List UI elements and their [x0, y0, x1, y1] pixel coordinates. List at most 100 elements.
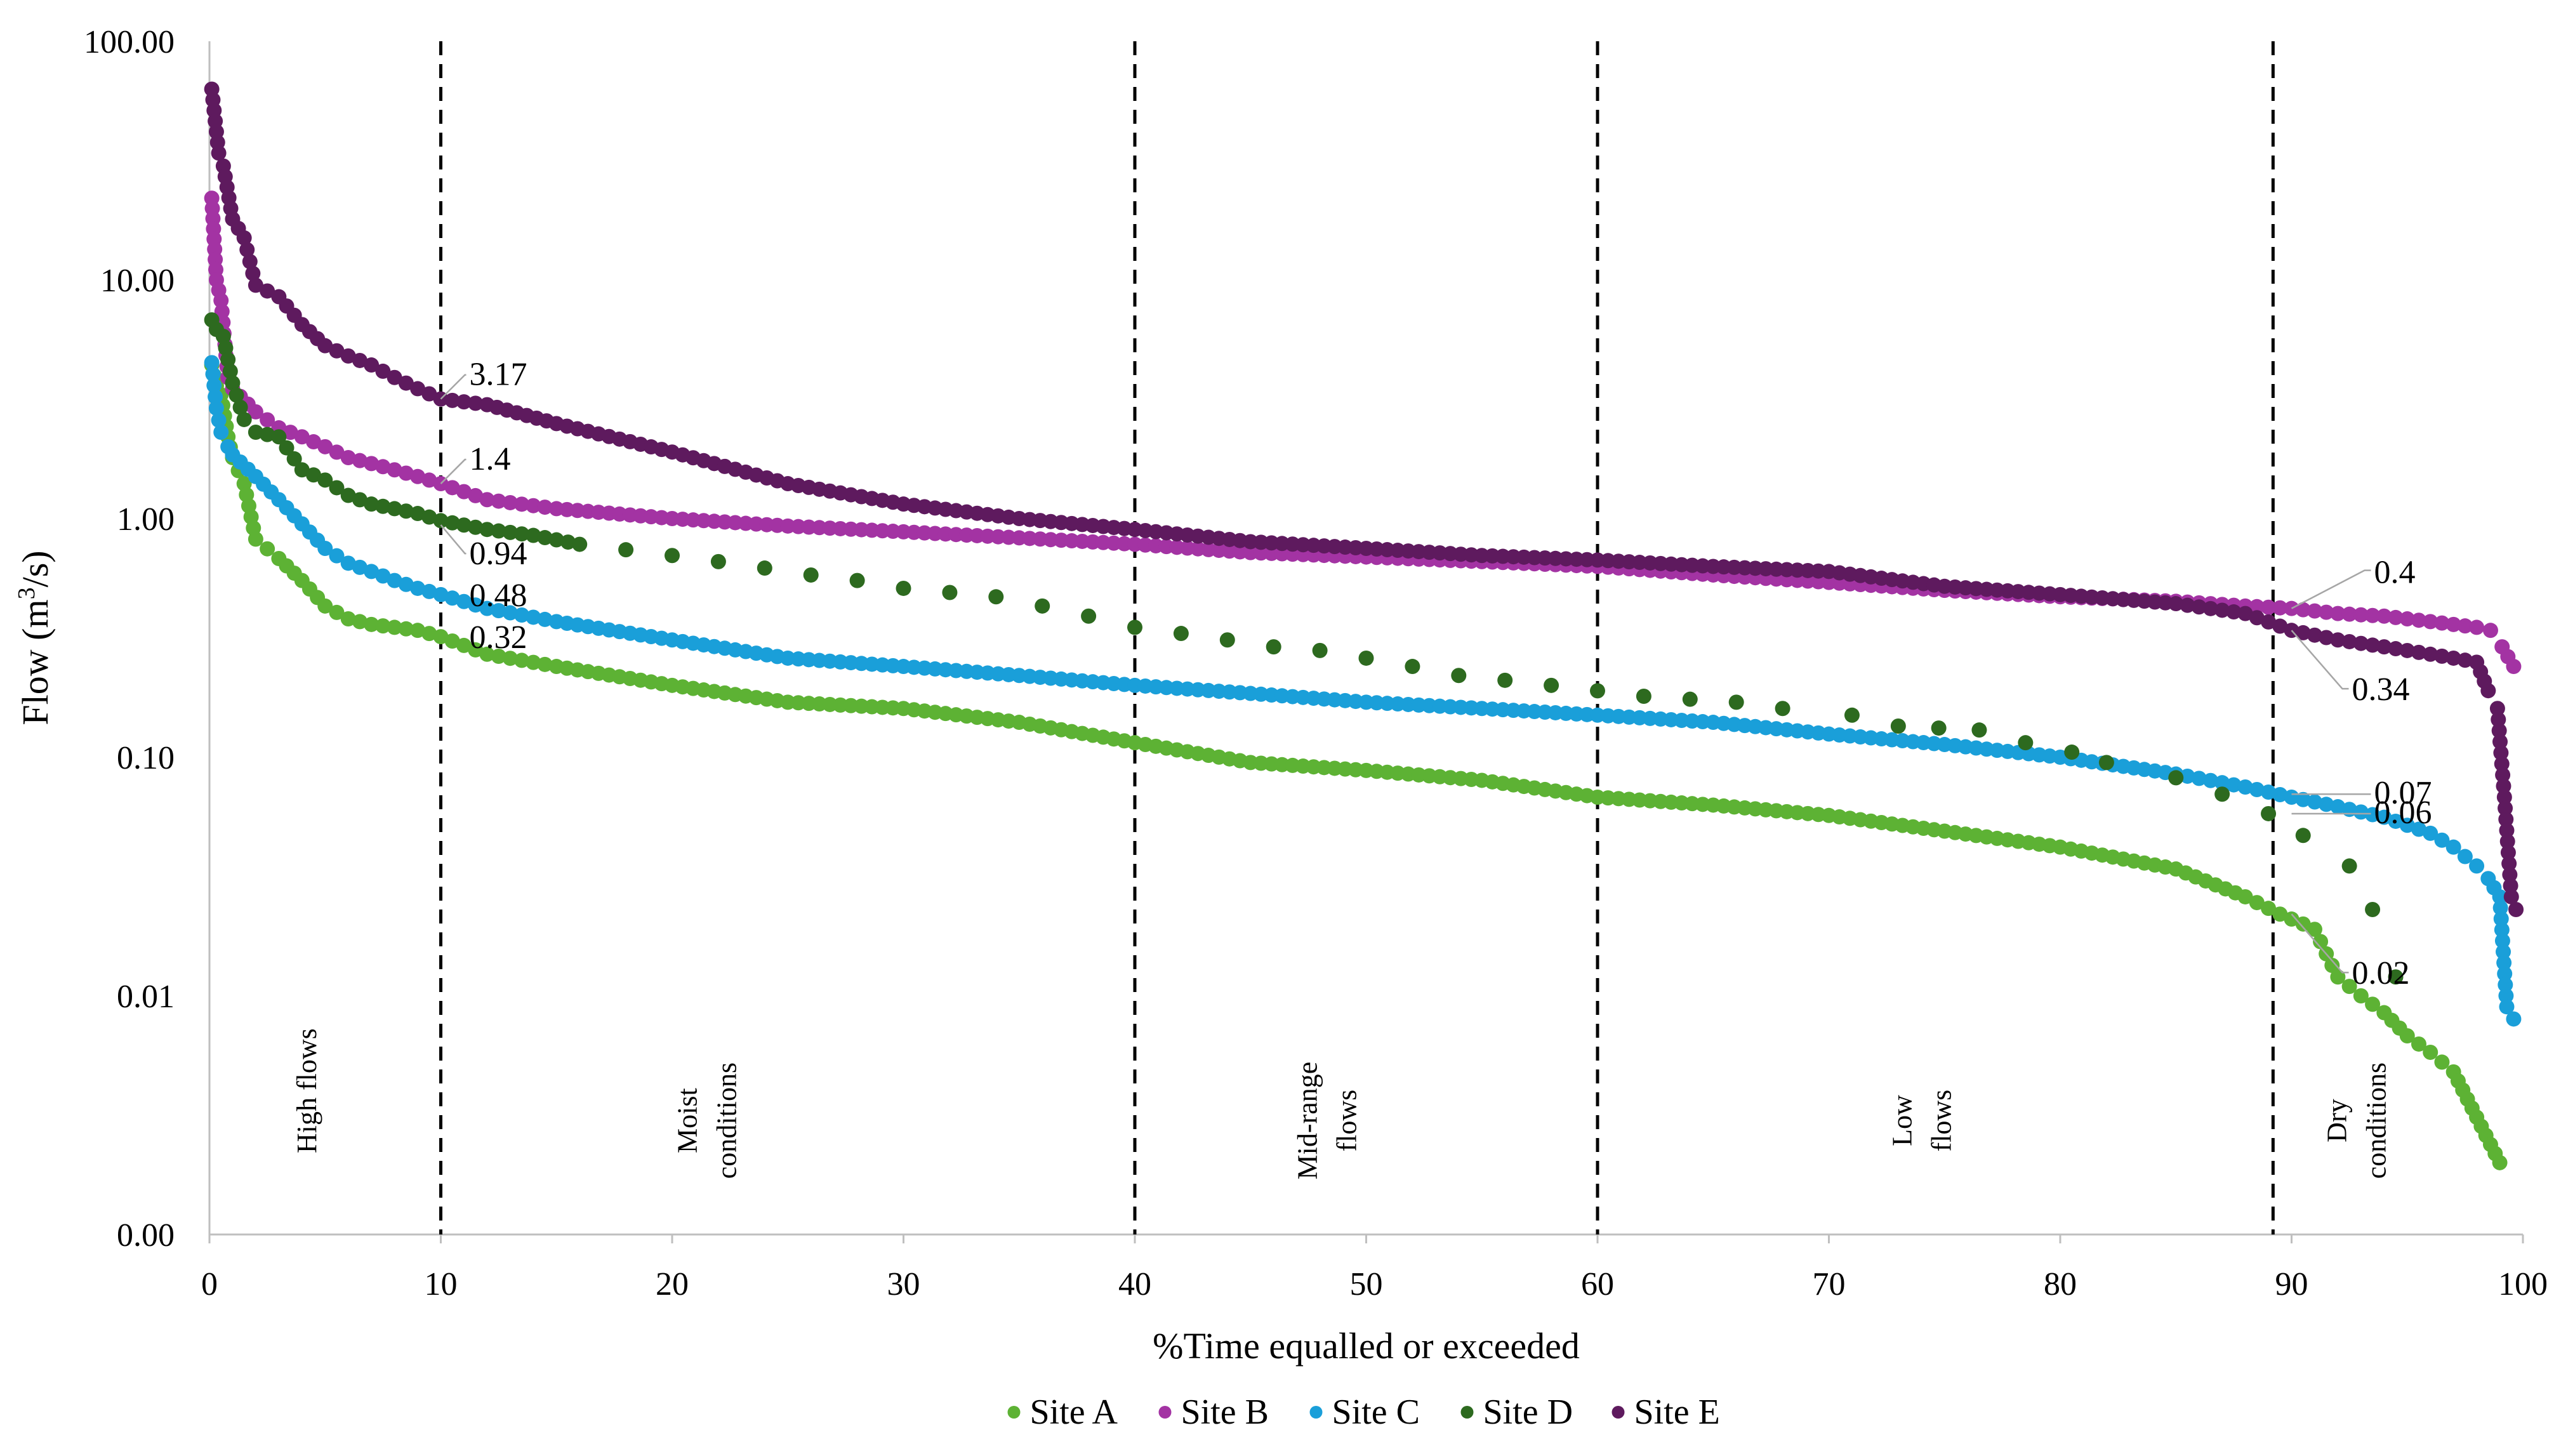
data-point [375, 363, 391, 379]
data-point [387, 572, 402, 588]
data-point [988, 589, 1004, 605]
data-point [364, 357, 380, 373]
data-point [2214, 775, 2230, 791]
data-point [306, 467, 322, 483]
data-point [2202, 600, 2218, 616]
data-point [2272, 600, 2288, 616]
data-point [398, 576, 414, 592]
data-point [387, 619, 402, 635]
data-point [2376, 809, 2392, 825]
data-point [2495, 767, 2511, 783]
data-point [2506, 1011, 2522, 1027]
data-point [1544, 677, 1559, 693]
data-point [410, 623, 426, 639]
data-point [248, 404, 263, 420]
data-point [2098, 755, 2114, 771]
data-point [2491, 711, 2506, 727]
data-point [2202, 772, 2218, 788]
data-point [294, 429, 310, 445]
data-point [526, 498, 541, 513]
data-point [340, 487, 356, 503]
data-point [1775, 701, 1790, 717]
data-point [2365, 637, 2381, 653]
data-point [2306, 627, 2322, 643]
data-point [410, 580, 426, 596]
data-point [2284, 911, 2300, 927]
data-point [444, 633, 460, 649]
data-point [232, 399, 248, 415]
data-point [2064, 745, 2080, 760]
data-point [2496, 944, 2511, 960]
data-point [2434, 832, 2450, 848]
data-point [317, 472, 333, 488]
x-tick-label: 80 [2044, 1266, 2077, 1302]
legend-label: Site A [1030, 1393, 1118, 1432]
data-point [1405, 659, 1420, 675]
data-point [2214, 786, 2230, 802]
data-point [456, 517, 472, 533]
data-point [206, 378, 222, 394]
series-site-e [204, 81, 2524, 917]
data-point [317, 439, 333, 454]
data-point [2498, 988, 2514, 1003]
data-point [421, 386, 437, 402]
data-point [2261, 805, 2277, 821]
data-point [456, 484, 472, 500]
data-point [2399, 817, 2415, 833]
data-point [1590, 683, 1605, 699]
data-point [2353, 988, 2369, 1003]
data-point [2499, 833, 2515, 849]
data-point [456, 593, 472, 609]
legend-marker [1460, 1406, 1474, 1419]
data-point [444, 392, 460, 408]
data-point [340, 348, 356, 364]
data-point [421, 509, 437, 525]
data-point [2388, 969, 2404, 985]
data-point [526, 527, 541, 543]
data-point [1127, 619, 1142, 635]
x-tick-label: 30 [887, 1266, 920, 1302]
zone-label-line: conditions [711, 1062, 743, 1179]
data-point [2249, 895, 2265, 911]
data-point [2376, 608, 2392, 624]
data-point [572, 536, 588, 552]
data-point [1173, 626, 1189, 642]
data-labels: 3.17 1.4 0.94 0.48 0.32 0.4 0.34 0.070.06 0.02 [440, 357, 2432, 991]
data-point [514, 526, 530, 542]
zone-label-line: High flows [291, 1028, 322, 1153]
data-point [2249, 610, 2265, 626]
zone-label-line: flows [1926, 1090, 1957, 1152]
data-point [279, 440, 294, 456]
series-site-d [204, 312, 2404, 985]
data-point [245, 265, 261, 281]
data-label: 3.17 [470, 357, 527, 393]
legend-label: Site D [1483, 1393, 1573, 1432]
data-point [352, 352, 367, 368]
data-point [2261, 614, 2277, 630]
data-point [2261, 784, 2277, 800]
data-point [340, 555, 356, 571]
data-point [2306, 794, 2322, 810]
data-point [560, 534, 576, 550]
data-point [2237, 889, 2253, 904]
data-point [514, 496, 530, 512]
data-point [468, 487, 484, 503]
data-point [2494, 756, 2510, 772]
data-point [410, 506, 426, 522]
data-points [204, 81, 2524, 1170]
data-point [456, 394, 472, 410]
data-point [1035, 598, 1050, 614]
data-point [317, 540, 333, 556]
data-point [2295, 828, 2311, 844]
data-point [2457, 652, 2473, 668]
zone-label: Dry conditions [2322, 1062, 2392, 1179]
data-point [260, 541, 275, 557]
data-point [387, 462, 402, 478]
data-point [2330, 969, 2346, 985]
data-point [2423, 1044, 2439, 1060]
data-point [398, 503, 414, 519]
data-point [665, 548, 680, 564]
legend-item: Site B [1158, 1393, 1269, 1432]
data-point [398, 375, 414, 391]
